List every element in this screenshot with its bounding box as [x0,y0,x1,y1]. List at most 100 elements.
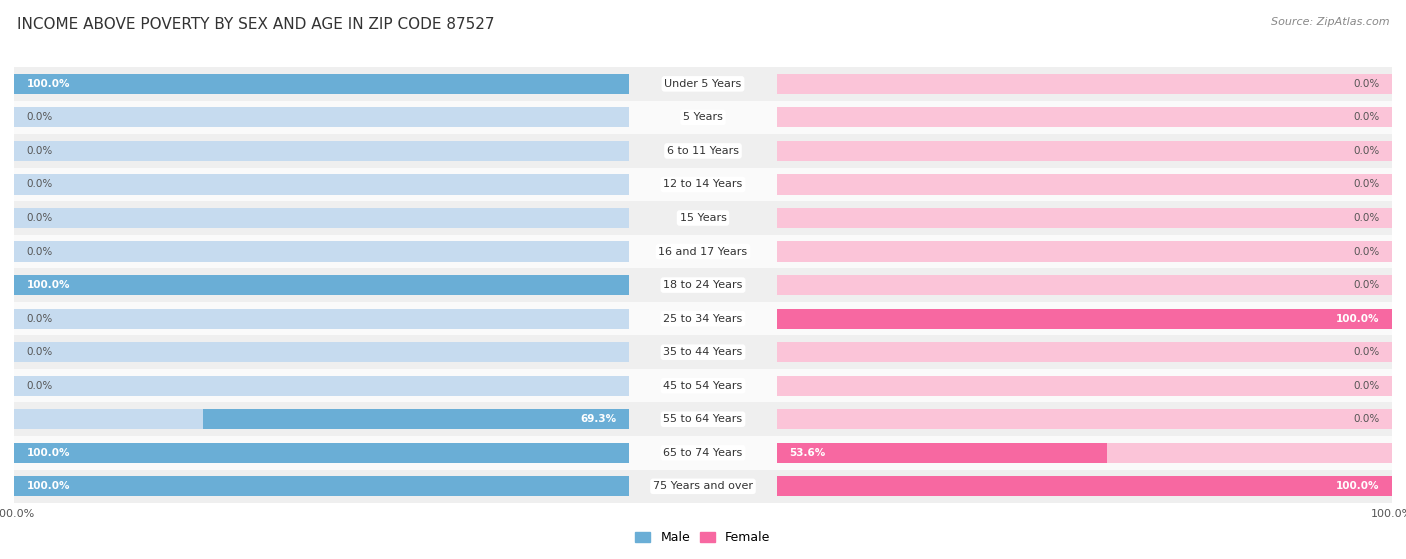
Bar [703,402,1392,436]
Bar [778,443,1107,463]
Bar [14,235,703,268]
Text: 100.0%: 100.0% [27,448,70,458]
Bar [778,409,1392,429]
Bar [14,208,630,228]
Text: 35 to 44 Years: 35 to 44 Years [664,347,742,357]
Bar [778,241,1392,262]
Text: 6 to 11 Years: 6 to 11 Years [666,146,740,156]
Text: 0.0%: 0.0% [27,146,52,156]
Text: 100.0%: 100.0% [27,481,70,491]
Bar [778,174,1392,195]
Bar [14,74,630,94]
Text: 0.0%: 0.0% [1354,414,1379,424]
Bar [703,67,1392,101]
Text: 55 to 64 Years: 55 to 64 Years [664,414,742,424]
Bar [703,302,1392,335]
Text: 16 and 17 Years: 16 and 17 Years [658,247,748,257]
Text: 25 to 34 Years: 25 to 34 Years [664,314,742,324]
Bar [778,275,1392,295]
Bar [14,402,703,436]
Bar [703,101,1392,134]
Bar [778,476,1392,496]
Bar [14,107,630,127]
Bar [14,376,630,396]
Bar [778,309,1392,329]
Text: 12 to 14 Years: 12 to 14 Years [664,179,742,190]
Bar [14,74,630,94]
Text: 53.6%: 53.6% [789,448,825,458]
Bar [14,268,703,302]
Bar [778,208,1392,228]
Bar [703,268,1392,302]
Bar [703,235,1392,268]
Text: 5 Years: 5 Years [683,112,723,122]
Bar [14,476,630,496]
Bar [14,134,703,168]
Bar [703,201,1392,235]
Bar [14,470,703,503]
Bar [703,436,1392,470]
Bar [14,241,630,262]
Bar [778,107,1392,127]
Text: 0.0%: 0.0% [27,381,52,391]
Bar [14,168,703,201]
Bar [703,335,1392,369]
Text: 0.0%: 0.0% [1354,247,1379,257]
Bar [778,443,1392,463]
Bar [778,141,1392,161]
Bar [703,134,1392,168]
Legend: Male, Female: Male, Female [630,526,776,549]
Text: 0.0%: 0.0% [1354,213,1379,223]
Text: 75 Years and over: 75 Years and over [652,481,754,491]
Text: 0.0%: 0.0% [1354,381,1379,391]
Text: 18 to 24 Years: 18 to 24 Years [664,280,742,290]
Bar [14,443,630,463]
Text: 0.0%: 0.0% [1354,179,1379,190]
Bar [778,476,1392,496]
Bar [14,302,703,335]
Text: 100.0%: 100.0% [27,280,70,290]
Bar [14,335,703,369]
Text: 15 Years: 15 Years [679,213,727,223]
Text: Source: ZipAtlas.com: Source: ZipAtlas.com [1271,17,1389,27]
Text: 0.0%: 0.0% [27,314,52,324]
Bar [14,174,630,195]
Text: 0.0%: 0.0% [1354,146,1379,156]
Text: 0.0%: 0.0% [1354,280,1379,290]
Bar [14,201,703,235]
Bar [778,74,1392,94]
Bar [14,275,630,295]
Text: 0.0%: 0.0% [27,347,52,357]
Text: 0.0%: 0.0% [27,247,52,257]
Bar [14,67,703,101]
Bar [14,476,630,496]
Bar [14,101,703,134]
Text: INCOME ABOVE POVERTY BY SEX AND AGE IN ZIP CODE 87527: INCOME ABOVE POVERTY BY SEX AND AGE IN Z… [17,17,495,32]
Text: 0.0%: 0.0% [1354,112,1379,122]
Bar [703,369,1392,402]
Bar [703,470,1392,503]
Bar [14,409,630,429]
Bar [778,376,1392,396]
Text: 69.3%: 69.3% [581,414,617,424]
Text: 100.0%: 100.0% [1336,314,1379,324]
Text: 0.0%: 0.0% [27,213,52,223]
Bar [703,168,1392,201]
Bar [202,409,630,429]
Text: 45 to 54 Years: 45 to 54 Years [664,381,742,391]
Text: 100.0%: 100.0% [1336,481,1379,491]
Text: 0.0%: 0.0% [27,179,52,190]
Bar [14,436,703,470]
Bar [14,443,630,463]
Bar [14,342,630,362]
Text: Under 5 Years: Under 5 Years [665,79,741,89]
Bar [14,309,630,329]
Bar [14,369,703,402]
Bar [14,141,630,161]
Text: 0.0%: 0.0% [27,112,52,122]
Bar [778,309,1392,329]
Text: 0.0%: 0.0% [1354,347,1379,357]
Bar [778,342,1392,362]
Text: 0.0%: 0.0% [1354,79,1379,89]
Bar [14,275,630,295]
